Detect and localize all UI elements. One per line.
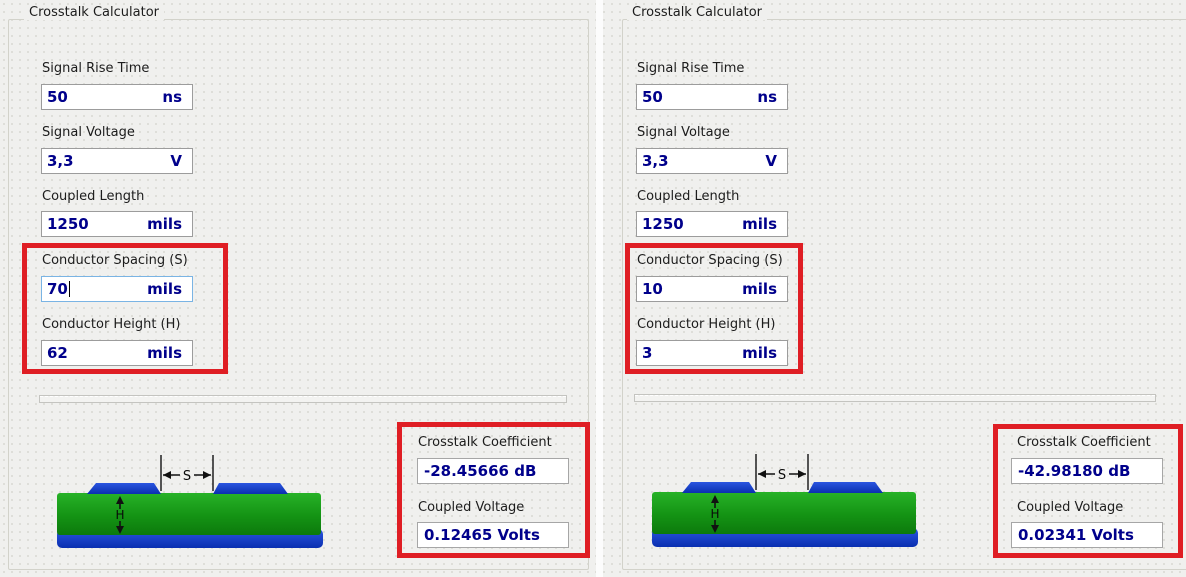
signal-voltage-input[interactable]: 3,3 V [636, 148, 788, 174]
conductor-spacing-label: Conductor Spacing (S) [42, 253, 188, 268]
pcb-board [57, 493, 321, 535]
output-value: -42.98180 dB [1018, 462, 1131, 480]
calculator-panel-right: Crosstalk Calculator Signal Rise Time 50… [603, 0, 1186, 577]
unit-label: mils [742, 344, 777, 362]
coupled-voltage-output: 0.02341 Volts [1011, 522, 1163, 548]
crosstalk-coefficient-label: Crosstalk Coefficient [1017, 435, 1151, 450]
output-value: -28.45666 dB [424, 462, 537, 480]
arrowhead-up [116, 496, 124, 504]
unit-label: V [170, 152, 182, 170]
input-value: 1250 [47, 215, 89, 233]
spacing-label: S [778, 468, 786, 483]
output-value: 0.02341 Volts [1018, 526, 1134, 544]
calculator-panel-left: Crosstalk Calculator Signal Rise Time 50… [8, 5, 590, 570]
conductor-height-input[interactable]: 62 mils [41, 340, 193, 366]
input-value: 3 [642, 344, 653, 362]
pcb-cross-section-diagram: S H [57, 455, 323, 548]
crosstalk-coefficient-output: -28.45666 dB [417, 458, 569, 484]
pcb-cross-section-diagram: S H [652, 454, 918, 547]
arrowhead-down [711, 525, 719, 533]
groupbox-title: Crosstalk Calculator [627, 5, 767, 20]
conductor-spacing-input[interactable]: 70 mils [41, 276, 193, 302]
conductor-spacing-label: Conductor Spacing (S) [637, 253, 783, 268]
height-label: H [710, 507, 719, 521]
coupled-voltage-label: Coupled Voltage [1017, 500, 1124, 515]
conductor-left [682, 482, 756, 493]
unit-label: ns [757, 88, 777, 106]
unit-label: mils [147, 215, 182, 233]
coupled-length-input[interactable]: 1250 mils [41, 211, 193, 237]
input-value: 62 [47, 344, 68, 362]
conductor-left [87, 483, 161, 494]
text-caret [68, 281, 70, 297]
crosstalk-groupbox [8, 19, 589, 570]
crosstalk-coefficient-output: -42.98180 dB [1011, 458, 1163, 484]
input-value: 70 [47, 280, 68, 298]
signal-voltage-input[interactable]: 3,3 V [41, 148, 193, 174]
screenshot-seam [596, 0, 603, 577]
coupled-length-input[interactable]: 1250 mils [636, 211, 788, 237]
crosstalk-coefficient-label: Crosstalk Coefficient [418, 435, 552, 450]
spacing-label: S [183, 469, 191, 484]
input-value: 10 [642, 280, 663, 298]
input-value: 50 [642, 88, 663, 106]
arrowhead-left [758, 470, 766, 478]
arrowhead-left [163, 471, 171, 479]
input-value: 3,3 [642, 152, 669, 170]
signal-rise-time-label: Signal Rise Time [637, 61, 745, 76]
conductor-right [213, 483, 288, 494]
unit-label: mils [147, 344, 182, 362]
conductor-height-label: Conductor Height (H) [637, 317, 776, 332]
signal-rise-time-input[interactable]: 50 ns [41, 84, 193, 110]
input-value: 50 [47, 88, 68, 106]
height-label: H [115, 508, 124, 522]
signal-rise-time-label: Signal Rise Time [42, 61, 150, 76]
unit-label: mils [742, 215, 777, 233]
signal-voltage-label: Signal Voltage [42, 125, 135, 140]
crosstalk-groupbox [622, 19, 1186, 570]
divider [39, 395, 567, 403]
unit-label: ns [162, 88, 182, 106]
arrowhead-up [711, 495, 719, 503]
input-value-wrap: 70 [47, 280, 70, 298]
arrowhead-right [798, 470, 806, 478]
input-value: 3,3 [47, 152, 74, 170]
pcb-board [652, 492, 916, 534]
coupled-voltage-output: 0.12465 Volts [417, 522, 569, 548]
input-value: 1250 [642, 215, 684, 233]
coupled-length-label: Coupled Length [637, 189, 740, 204]
arrowhead-down [116, 526, 124, 534]
unit-label: mils [742, 280, 777, 298]
conductor-height-label: Conductor Height (H) [42, 317, 181, 332]
groupbox-title: Crosstalk Calculator [24, 5, 164, 20]
signal-rise-time-input[interactable]: 50 ns [636, 84, 788, 110]
coupled-voltage-label: Coupled Voltage [418, 500, 525, 515]
signal-voltage-label: Signal Voltage [637, 125, 730, 140]
arrowhead-right [203, 471, 211, 479]
conductor-spacing-input[interactable]: 10 mils [636, 276, 788, 302]
unit-label: V [765, 152, 777, 170]
output-value: 0.12465 Volts [424, 526, 540, 544]
conductor-right [808, 482, 883, 493]
divider [634, 394, 1156, 402]
coupled-length-label: Coupled Length [42, 189, 145, 204]
unit-label: mils [147, 280, 182, 298]
conductor-height-input[interactable]: 3 mils [636, 340, 788, 366]
